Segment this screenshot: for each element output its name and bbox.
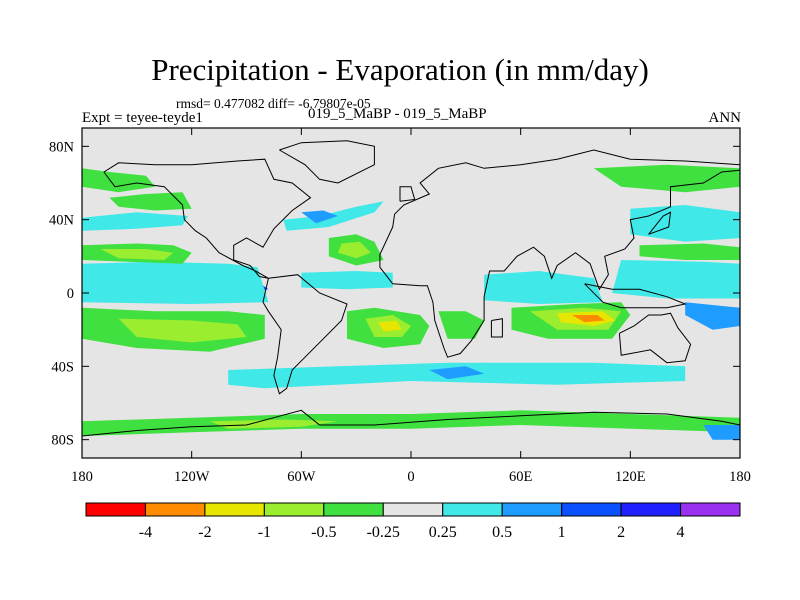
y-tick-label: 40S (51, 359, 74, 375)
y-tick-label: 40N (49, 213, 75, 229)
colorbar-swatch (85, 502, 146, 517)
contour-region-south-pacific-dry-core (118, 318, 247, 343)
x-tick-label: 120W (174, 469, 210, 485)
stats-line: rmsd= 0.477082 diff= -6.79807e-05 (176, 96, 371, 111)
contour-region-aleutian-dry (82, 168, 156, 193)
chart-title: Precipitation - Evaporation (in mm/day) (151, 52, 649, 87)
contour-region-northwest-pacific-fringe (630, 205, 740, 242)
contour-region-north-atlantic-dry-core (337, 241, 371, 259)
contour-region-antarctic-lime (209, 419, 338, 429)
colorbar-swatch (561, 502, 622, 517)
contour-region-north-pacific-subtrop (639, 243, 740, 260)
coastline-north-america (103, 158, 312, 279)
y-tick-label: 80S (51, 433, 74, 449)
colorbar-label: 1 (558, 524, 566, 541)
coastlines (82, 140, 740, 437)
coastline-greenland (279, 140, 375, 184)
colorbar-label: 0.25 (429, 524, 457, 541)
colorbar: -4 -2 -1 -0.5 -0.25 0.25 0.5 1 2 4 (85, 502, 741, 541)
contour-region-african-green (438, 311, 485, 339)
contour-region-arctic-green-east (593, 164, 740, 193)
contour-region-south-atlantic-yellow (378, 320, 402, 332)
x-tick-label: 0 (407, 469, 414, 485)
contour-region-north-atlantic-blue (301, 210, 338, 224)
x-tick-label: 60E (509, 469, 533, 485)
colorbar-label: 0.5 (492, 524, 512, 541)
coastline-australia (618, 312, 692, 364)
y-tick-label: 0 (67, 286, 74, 302)
colorbar-label: -0.5 (311, 524, 336, 541)
coastline-eurasia-africa (379, 149, 740, 358)
contour-region-atlantic-itcz-fringe (301, 271, 393, 290)
axis-ticks: 180 120W 60W 0 60E 120E 180 80N 40N 0 40S 80S (49, 128, 751, 485)
x-tick-label: 60W (287, 469, 316, 485)
colorbar-label: -4 (139, 524, 152, 541)
colorbar-swatch (680, 502, 741, 517)
coastline-south-america (262, 274, 348, 395)
colorbar-label: -0.25 (367, 524, 400, 541)
colorbar-swatch (382, 502, 444, 517)
colorbar-label: 4 (677, 524, 685, 541)
colorbar-swatch (323, 502, 384, 517)
contour-region-southern-ocean-blue (429, 366, 485, 380)
contour-region-pacific-itcz-fringe (82, 261, 269, 304)
colorbar-swatch (263, 502, 325, 517)
contour-region-indian-fringe (484, 271, 603, 304)
x-tick-label: 180 (71, 469, 93, 485)
experiment-label: Expt = teyee-teyde1 (82, 110, 203, 126)
contour-region-alaska-green (109, 192, 192, 211)
coastline-madagascar (490, 318, 503, 338)
contour-region-north-pacific-dry-core (100, 249, 174, 260)
case-label: 019_5_MaBP - 019_5_MaBP (308, 106, 487, 122)
colorbar-swatch (204, 502, 265, 517)
contour-region-south-pacific-conv (685, 302, 740, 330)
x-tick-label: 180 (729, 469, 751, 485)
colorbar-label: -1 (258, 524, 271, 541)
colorbar-label: 2 (617, 524, 625, 541)
season-label: ANN (708, 110, 742, 126)
colorbar-swatch (442, 502, 503, 517)
contour-region-indian-red (571, 315, 605, 323)
x-tick-label: 120E (615, 469, 646, 485)
contour-region-antarctic-green (82, 410, 740, 436)
coastline-uk (399, 186, 416, 202)
coastline-indonesia (584, 283, 687, 309)
contour-region-antarctic-blue (703, 425, 740, 440)
contour-region-north-pacific-storm (82, 212, 188, 231)
colorbar-swatch (144, 502, 206, 517)
coastline-japan (648, 211, 672, 235)
y-tick-label: 80N (49, 139, 75, 155)
coastline-antarctica (82, 409, 740, 437)
contour-region-west-pacific-fringe (612, 260, 740, 299)
contour-fills (82, 164, 740, 440)
colorbar-label: -2 (198, 524, 211, 541)
colorbar-swatch (620, 502, 682, 517)
colorbar-swatch (501, 502, 563, 517)
